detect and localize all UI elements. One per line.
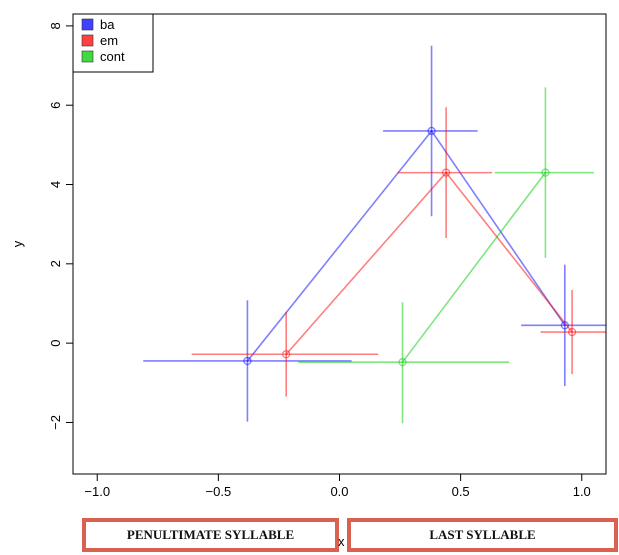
data-point-em: [441, 168, 451, 177]
series-line-cont: [401, 172, 547, 363]
data-point-cont: [541, 168, 550, 177]
x-tick-label: −1.0: [84, 484, 110, 499]
x-tick-label: 0.0: [330, 484, 348, 499]
data-point-ba: [243, 356, 252, 366]
legend-label-em: em: [100, 33, 118, 48]
data-point-cont: [398, 358, 407, 367]
y-tick-label: 0: [48, 340, 63, 347]
x-tick-label: 1.0: [573, 484, 591, 499]
legend-label-ba: ba: [100, 17, 115, 32]
y-axis-title: y: [10, 240, 25, 247]
data-point-em: [567, 327, 577, 337]
last-syllable-label: LAST SYLLABLE: [429, 527, 536, 542]
y-tick-label: 4: [48, 181, 63, 188]
data-point-em: [282, 350, 291, 359]
y-tick-label: 2: [48, 260, 63, 267]
series-layer: [143, 45, 606, 424]
legend-swatch-em: [81, 34, 94, 47]
x-tick-label: 0.5: [452, 484, 470, 499]
last-syllable-box: LAST SYLLABLE: [347, 518, 618, 552]
legend-swatch-ba: [81, 18, 94, 31]
series-em: [191, 107, 606, 397]
y-tick-label: −2: [48, 415, 63, 430]
y-tick-label: 8: [48, 22, 63, 29]
series-cont: [298, 87, 594, 424]
series-line-ba: [246, 129, 566, 362]
penultimate-syllable-box: PENULTIMATE SYLLABLE: [82, 518, 339, 552]
y-tick-label: 6: [48, 102, 63, 109]
legend-label-cont: cont: [100, 49, 125, 64]
x-tick-label: −0.5: [206, 484, 232, 499]
plot-frame: [72, 13, 607, 475]
x-axis-title: x: [338, 534, 345, 549]
series-ba: [143, 45, 606, 422]
data-point-ba: [427, 126, 436, 136]
legend-swatch-cont: [81, 50, 94, 63]
axes-layer: −1.0 −0.5 0.0 0.5 1.0 −2 0 2 4 6 8: [48, 22, 591, 499]
penultimate-syllable-label: PENULTIMATE SYLLABLE: [126, 527, 295, 542]
